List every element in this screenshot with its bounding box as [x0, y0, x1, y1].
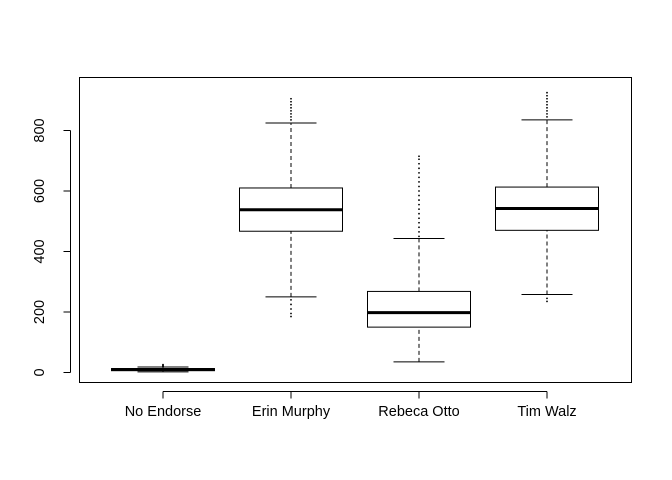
boxes-group — [111, 91, 599, 373]
outlier-point — [546, 297, 548, 300]
box-erin-murphy — [239, 97, 343, 318]
outlier-point — [418, 194, 420, 197]
outlier-point — [290, 103, 292, 106]
outlier-point — [162, 363, 164, 366]
outlier-point — [290, 299, 292, 301]
outlier-point — [418, 221, 420, 224]
outlier-point — [290, 303, 292, 306]
outlier-point — [290, 308, 292, 310]
box-no-endorse — [111, 363, 215, 373]
outlier-point — [418, 176, 420, 179]
outlier-point — [546, 100, 548, 103]
outlier-point — [418, 158, 420, 161]
outlier-point — [290, 112, 292, 115]
outlier-point — [418, 226, 420, 229]
outlier-point — [418, 155, 420, 158]
outlier-point — [418, 208, 420, 211]
box-rebeca-otto — [367, 155, 471, 363]
outlier-point — [546, 91, 548, 94]
outlier-point — [290, 312, 292, 315]
y-tick-label: 0 — [32, 368, 48, 376]
x-tick-label: Rebeca Otto — [378, 404, 459, 420]
outlier-point — [546, 109, 548, 112]
y-tick-label: 200 — [32, 300, 48, 324]
outlier-point — [546, 112, 548, 115]
outlier-point — [418, 212, 420, 215]
outlier-point — [418, 185, 420, 188]
y-tick-label: 800 — [32, 118, 48, 142]
y-axis: 0 200 400 600 800 — [32, 118, 71, 377]
outlier-point — [290, 100, 292, 103]
outlier-point — [546, 97, 548, 100]
outlier-point — [418, 181, 420, 183]
plot-frame — [79, 77, 632, 383]
x-tick-label: Tim Walz — [517, 404, 576, 420]
y-tick-label: 600 — [32, 179, 48, 203]
outlier-point — [546, 115, 548, 118]
outlier-point — [290, 115, 292, 118]
outlier-point — [418, 203, 420, 206]
outlier-point — [290, 119, 292, 121]
outlier-point — [418, 167, 420, 170]
outlier-point — [418, 171, 420, 174]
outlier-point — [290, 97, 292, 100]
box-tim-walz — [495, 91, 599, 303]
x-tick-label: Erin Murphy — [252, 404, 331, 420]
x-tick-label: No Endorse — [125, 404, 202, 420]
iqr-box — [367, 290, 471, 328]
outlier-point — [290, 106, 292, 109]
y-tick-label: 400 — [32, 239, 48, 263]
outlier-point — [418, 190, 420, 192]
x-axis: No Endorse Erin Murphy Rebeca Otto Tim Walz — [125, 391, 577, 420]
outlier-point — [290, 315, 292, 318]
outlier-point — [418, 162, 420, 165]
outlier-point — [546, 300, 548, 303]
outlier-point — [546, 106, 548, 109]
outlier-point — [418, 217, 420, 220]
outlier-point — [546, 103, 548, 106]
outlier-point — [418, 230, 420, 233]
outlier-point — [418, 199, 420, 201]
outlier-point — [546, 94, 548, 97]
outlier-point — [418, 235, 420, 238]
outlier-point — [290, 109, 292, 112]
